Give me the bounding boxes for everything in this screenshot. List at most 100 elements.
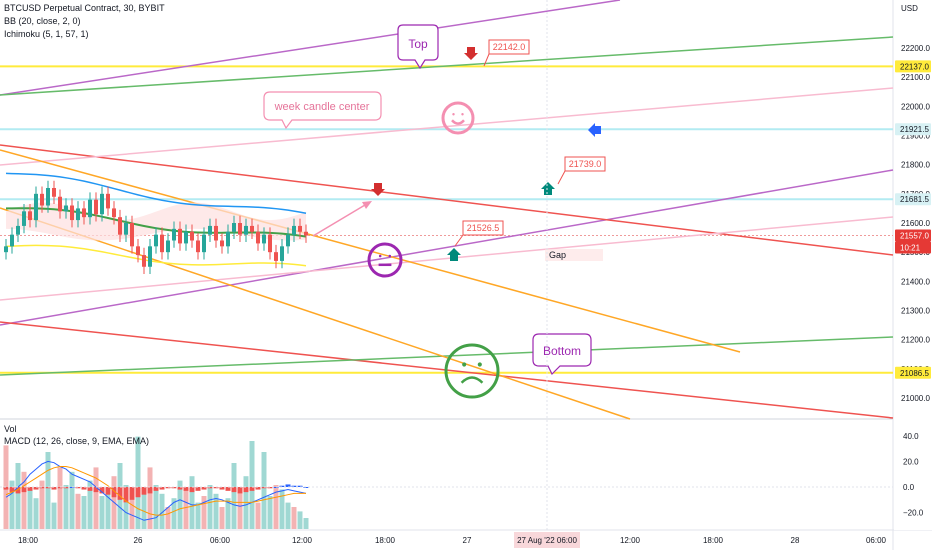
macd-line[interactable] [5,460,307,521]
volume-bar [279,489,285,529]
candle-body[interactable] [196,240,200,253]
candle-body[interactable] [232,223,236,232]
candle-body[interactable] [4,246,8,253]
candle-body[interactable] [184,231,188,244]
candle-body[interactable] [190,231,194,241]
candle-body[interactable] [76,208,80,221]
volume-bar [63,485,69,529]
volume-bar [165,507,171,529]
candle-body[interactable] [280,246,284,261]
candle-body[interactable] [136,246,140,256]
candle-body[interactable] [22,211,26,226]
week-callout[interactable] [263,91,382,130]
candle-body[interactable] [34,193,38,221]
bb-lower-band[interactable] [5,244,307,267]
candle-body[interactable] [178,228,182,244]
candle-body[interactable] [214,225,218,241]
candle-body[interactable] [172,228,176,241]
top-callout[interactable] [397,24,439,70]
candle-body[interactable] [220,240,224,247]
trend-line[interactable] [0,336,894,376]
volume-bar [291,507,297,529]
price-badge-label: 21086.5 [900,369,929,378]
trend-line[interactable] [0,36,894,96]
projection-line[interactable] [312,201,371,237]
volume-bar [303,518,309,529]
candle-body[interactable] [52,188,56,197]
trend-line[interactable] [0,207,631,420]
symbol-title: BTCUSD Perpetual Contract, 30, BYBIT [4,3,165,13]
macd-histogram-bar [297,485,303,487]
candle-body[interactable] [238,223,242,235]
candle-body[interactable] [166,240,170,253]
candle-body[interactable] [202,234,206,253]
bb-upper-band[interactable] [5,172,307,215]
candle-body[interactable] [208,225,212,235]
price-pane[interactable] [0,0,893,419]
trend-line[interactable] [0,0,621,96]
candle-body[interactable] [274,252,278,261]
price-tag-box[interactable] [462,220,504,236]
candle-body[interactable] [88,199,92,218]
macd-indicator-label[interactable]: MACD (12, 26, close, 9, EMA, EMA) [4,436,150,446]
candle-body[interactable] [130,223,134,247]
trend-line[interactable] [0,216,894,301]
candle-body[interactable] [256,231,260,244]
candle-body[interactable] [46,188,50,206]
candle-body[interactable] [262,234,266,244]
time-tick-label: 06:00 [210,536,231,545]
smile-face-icon [441,101,475,135]
macd-histogram-bar [81,487,87,490]
candle-body[interactable] [304,231,308,236]
candle-body[interactable] [106,193,110,209]
macd-signal-line[interactable] [5,466,306,516]
candle-body[interactable] [148,246,152,267]
candle-body[interactable] [10,234,14,247]
candle-body[interactable] [58,196,62,212]
candle-body[interactable] [124,223,128,235]
candle-body[interactable] [100,193,104,215]
volume-bar [273,485,279,529]
candle-body[interactable] [268,234,272,253]
candle-body[interactable] [16,225,20,235]
volume-bar [129,496,135,529]
macd-histogram-bar [243,487,249,493]
candle-body[interactable] [286,234,290,247]
candle-body[interactable] [64,205,68,212]
ichimoku-indicator-label[interactable]: Ichimoku (5, 1, 57, 1) [4,29,89,39]
price-badge [895,193,931,206]
volume-bar [237,489,243,529]
candle-body[interactable] [94,199,98,215]
candle-body[interactable] [160,234,164,253]
candle-body[interactable] [82,208,86,218]
volume-bar [267,496,273,529]
macd-histogram-bar [93,487,99,493]
macd-histogram-bar [183,487,189,491]
price-badge [895,229,931,242]
macd-histogram-bar [135,487,141,498]
candle-body[interactable] [28,211,32,221]
price-tag-box[interactable] [488,39,530,55]
bb-indicator-label[interactable]: BB (20, close, 2, 0) [4,16,81,26]
candle-body[interactable] [292,225,296,235]
candle-body[interactable] [244,225,248,235]
candle-body[interactable] [226,231,230,247]
trend-line[interactable] [0,169,894,326]
volume-bar [105,489,111,529]
price-tick-label: 21300.0 [901,307,930,316]
volume-indicator-label[interactable]: Vol [4,424,17,434]
candle-body[interactable] [154,234,158,247]
week-callout-label: week candle center [274,101,370,113]
candle-body[interactable] [40,193,44,206]
candle-body[interactable] [70,205,74,221]
candle-body[interactable] [118,217,122,235]
macd-histogram-bar [159,487,165,490]
candle-body[interactable] [250,225,254,232]
price-tag-box[interactable] [564,156,606,172]
price-axis-bg[interactable] [894,0,932,530]
trend-line[interactable] [0,144,894,256]
candle-body[interactable] [112,208,116,218]
candle-body[interactable] [142,255,146,267]
candle-body[interactable] [298,225,302,232]
